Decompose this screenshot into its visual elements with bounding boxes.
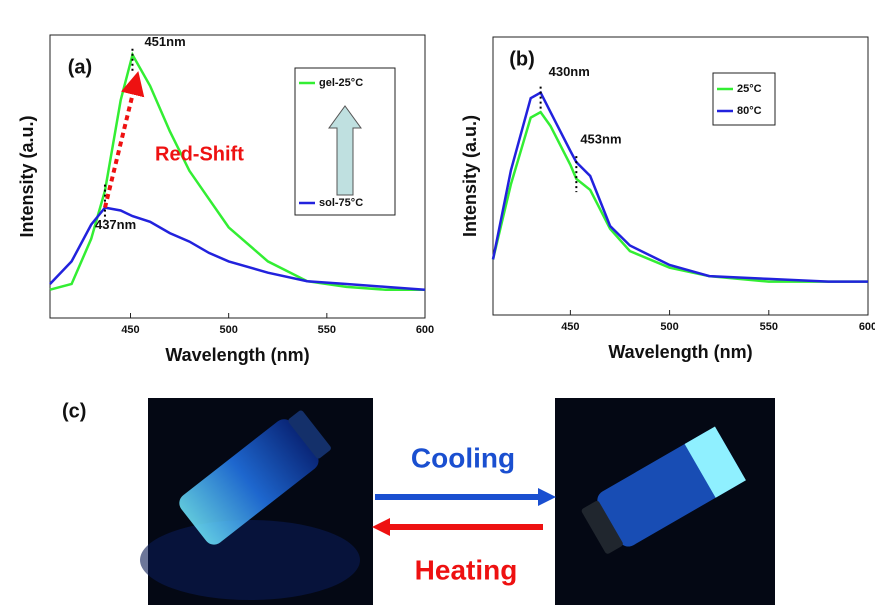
x-tick-label: 550 [318,324,336,336]
glow [140,520,360,600]
series-line [491,110,868,283]
annotation: 437nm [95,217,136,232]
x-tick-label: 500 [660,321,678,333]
annotation: 430nm [549,64,590,79]
x-tick-label: 450 [561,321,579,333]
annotation: Red-Shift [155,143,244,165]
legend-label: sol-75°C [319,197,363,209]
x-tick-label: 500 [219,324,237,336]
legend-label: gel-25°C [319,77,363,89]
legend-arrow [328,105,362,196]
arrow-head [372,518,390,536]
x-tick-label: 600 [416,324,434,336]
legend-box [712,72,776,126]
y-axis-label: Intensity (a.u.) [460,115,480,237]
x-tick-label: 550 [760,321,778,333]
x-tick-label: 450 [121,324,139,336]
annotation: 453nm [580,132,621,147]
legend-label: 25°C [737,83,762,95]
annotation: 451nm [144,34,185,49]
plot-frame [492,36,869,316]
x-tick-label: 600 [859,321,875,333]
vial [581,426,746,554]
series-line [49,206,426,291]
vial [179,410,331,545]
arrow-head [538,488,556,506]
y-axis-label: Intensity (a.u.) [17,115,37,237]
arrow-label: Cooling [411,442,515,473]
charts: 450 500 550 600 Wavelength (nm) Intensity (a.… [17,34,875,365]
series-line [491,90,868,283]
shift-arrow [103,71,145,209]
panel-label: (a) [68,56,92,78]
plot-frame [49,34,426,319]
panel-c: (c) Cooling Heating [62,398,775,605]
panel-label: (c) [62,400,86,422]
x-axis-label: Wavelength (nm) [165,345,309,365]
arrow-label: Heating [415,554,518,585]
legend-label: 80°C [737,105,762,117]
x-axis-label: Wavelength (nm) [608,342,752,362]
panel-label: (b) [509,48,535,70]
